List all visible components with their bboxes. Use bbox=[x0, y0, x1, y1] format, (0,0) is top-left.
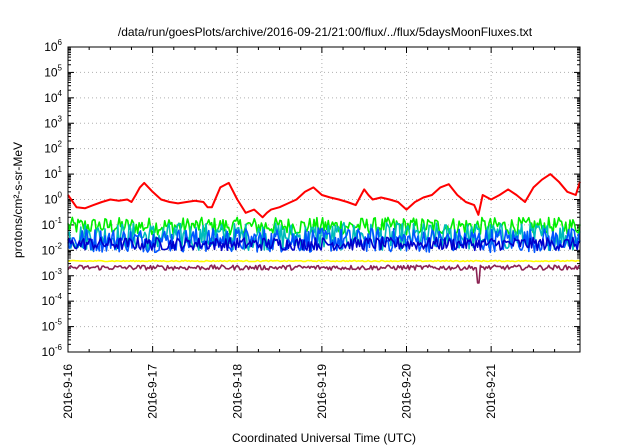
x-tick-label: 2016-9-19 bbox=[315, 364, 329, 419]
series-line bbox=[67, 236, 581, 252]
y-tick-label: 10-5 bbox=[42, 318, 63, 334]
y-tick-label: 10-4 bbox=[42, 292, 63, 308]
x-tick-label: 2016-9-18 bbox=[230, 364, 244, 419]
axes: 10-6 10-5 10-4 10-3 10-2 10-1 100 101 102 103 104 1… bbox=[42, 38, 580, 419]
y-tick-label: 10-2 bbox=[42, 241, 63, 257]
series-line bbox=[67, 221, 581, 252]
grid bbox=[68, 47, 580, 352]
x-tick-label: 2016-9-17 bbox=[146, 364, 160, 419]
series-group bbox=[67, 173, 581, 284]
series-line bbox=[67, 173, 581, 219]
series-line bbox=[67, 264, 581, 284]
x-axis-label: Coordinated Universal Time (UTC) bbox=[232, 431, 416, 445]
plot-frame bbox=[67, 46, 581, 353]
y-tick-label: 104 bbox=[44, 89, 62, 105]
y-tick-label: 103 bbox=[44, 114, 62, 130]
x-tick-label: 2016-9-20 bbox=[400, 364, 414, 419]
series-line bbox=[67, 227, 581, 254]
y-tick-label: 101 bbox=[44, 165, 62, 181]
y-tick-label: 10-1 bbox=[42, 216, 63, 232]
y-tick-label: 10-6 bbox=[42, 343, 63, 359]
y-tick-label: 106 bbox=[44, 38, 62, 54]
chart-title: /data/run/goesPlots/archive/2016-09-21/2… bbox=[118, 25, 533, 39]
y-tick-label: 102 bbox=[44, 140, 62, 156]
y-tick-label: 100 bbox=[44, 191, 62, 207]
y-axis-label: protons/cm²-s-sr-MeV bbox=[11, 142, 25, 258]
x-tick-label: 2016-9-16 bbox=[61, 364, 75, 419]
series-line bbox=[67, 259, 581, 263]
x-tick-label: 2016-9-21 bbox=[484, 364, 498, 419]
y-tick-label: 105 bbox=[44, 63, 62, 79]
y-tick-label: 10-3 bbox=[42, 267, 63, 283]
